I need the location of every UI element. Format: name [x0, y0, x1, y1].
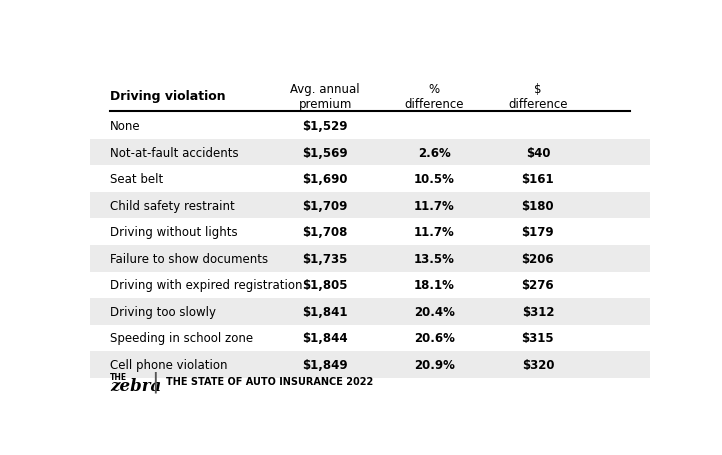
- Text: None: None: [110, 120, 141, 133]
- Text: Driving without lights: Driving without lights: [110, 226, 238, 239]
- Text: $180: $180: [521, 199, 554, 212]
- Text: 10.5%: 10.5%: [414, 173, 455, 186]
- Text: |: |: [151, 371, 158, 392]
- Text: $1,529: $1,529: [303, 120, 348, 133]
- Text: 13.5%: 13.5%: [414, 252, 455, 265]
- Text: $1,735: $1,735: [303, 252, 348, 265]
- Text: $
difference: $ difference: [508, 83, 567, 111]
- Text: $276: $276: [521, 278, 554, 292]
- Text: Seat belt: Seat belt: [110, 173, 163, 186]
- Text: Speeding in school zone: Speeding in school zone: [110, 332, 253, 344]
- Text: $1,708: $1,708: [303, 226, 348, 239]
- Text: 20.4%: 20.4%: [414, 305, 455, 318]
- Text: zebra: zebra: [110, 377, 161, 394]
- Bar: [90, 140, 650, 166]
- Bar: [90, 351, 650, 378]
- Text: Driving violation: Driving violation: [110, 90, 225, 103]
- Text: $312: $312: [521, 305, 554, 318]
- Text: $179: $179: [521, 226, 554, 239]
- Text: Not-at-fault accidents: Not-at-fault accidents: [110, 147, 238, 159]
- Text: $1,690: $1,690: [303, 173, 348, 186]
- Text: $1,805: $1,805: [303, 278, 348, 292]
- Bar: [90, 192, 650, 219]
- Bar: [90, 298, 650, 325]
- Text: 18.1%: 18.1%: [414, 278, 455, 292]
- Text: Driving with expired registration: Driving with expired registration: [110, 278, 303, 292]
- Text: $161: $161: [521, 173, 554, 186]
- Text: 2.6%: 2.6%: [418, 147, 451, 159]
- Text: 11.7%: 11.7%: [414, 226, 455, 239]
- Text: $315: $315: [521, 332, 554, 344]
- Text: $320: $320: [521, 358, 554, 371]
- Text: 20.6%: 20.6%: [414, 332, 455, 344]
- Text: $1,849: $1,849: [303, 358, 348, 371]
- Text: THE STATE OF AUTO INSURANCE 2022: THE STATE OF AUTO INSURANCE 2022: [166, 376, 373, 386]
- Text: Driving too slowly: Driving too slowly: [110, 305, 216, 318]
- Text: Child safety restraint: Child safety restraint: [110, 199, 235, 212]
- Text: THE: THE: [110, 373, 127, 381]
- Text: $1,709: $1,709: [303, 199, 348, 212]
- Bar: [90, 245, 650, 272]
- Text: $40: $40: [526, 147, 550, 159]
- Text: 11.7%: 11.7%: [414, 199, 455, 212]
- Text: $206: $206: [521, 252, 554, 265]
- Text: $1,844: $1,844: [303, 332, 348, 344]
- Text: $1,569: $1,569: [303, 147, 348, 159]
- Text: Failure to show documents: Failure to show documents: [110, 252, 268, 265]
- Text: Cell phone violation: Cell phone violation: [110, 358, 227, 371]
- Text: Avg. annual
premium: Avg. annual premium: [290, 83, 360, 111]
- Text: 20.9%: 20.9%: [414, 358, 455, 371]
- Text: $1,841: $1,841: [303, 305, 348, 318]
- Text: %
difference: % difference: [404, 83, 464, 111]
